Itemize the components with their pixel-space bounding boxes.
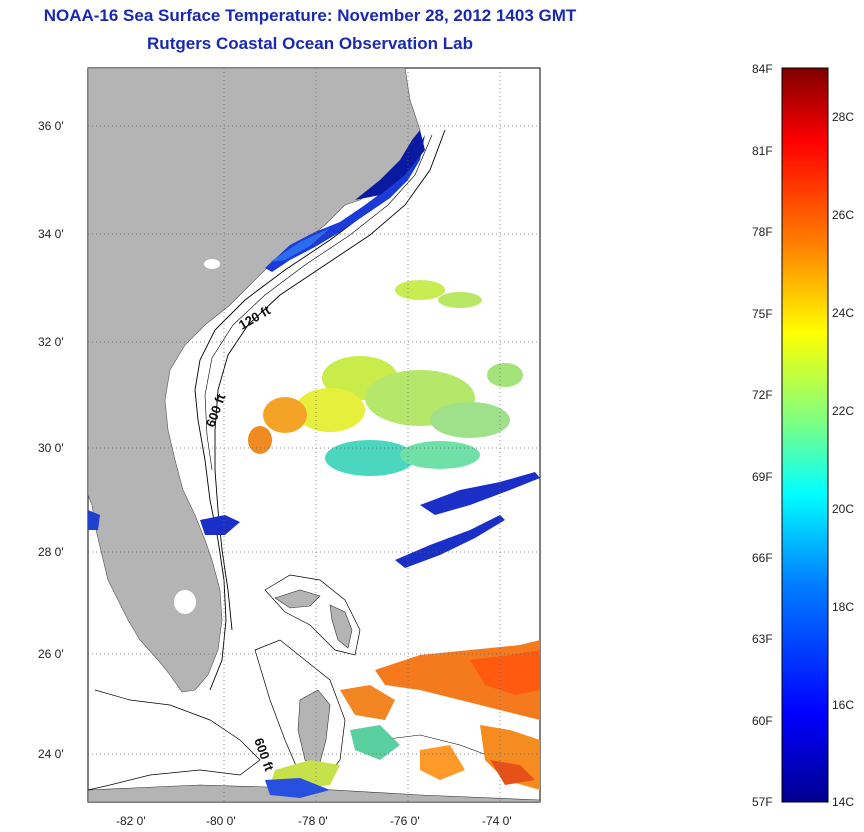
contour-cuba: [88, 689, 261, 791]
lon-label: -82 0': [116, 814, 146, 828]
land-bahamas-grand: [274, 589, 321, 609]
lon-label: -76 0': [390, 814, 420, 828]
colorbar-label-f: 57F: [752, 795, 773, 809]
map-title: NOAA-16 Sea Surface Temperature: Novembe…: [43, 6, 577, 25]
colorbar: [781, 67, 829, 803]
lat-label: 24 0': [38, 747, 64, 761]
colorbar-label-c: 24C: [832, 306, 854, 320]
contour-120ft: [194, 139, 421, 691]
lat-label: 26 0': [38, 647, 64, 661]
lat-label: 28 0': [38, 545, 64, 559]
lat-label: 34 0': [38, 227, 64, 241]
colorbar-label-f: 63F: [752, 632, 773, 646]
contour-bahamas-1: [264, 574, 361, 656]
colorbar-label-c: 26C: [832, 208, 854, 222]
sst-patches: [88, 130, 540, 798]
colorbar-label-c: 20C: [832, 502, 854, 516]
contour-600ft: [214, 129, 446, 631]
map-subtitle: Rutgers Coastal Ocean Observation Lab: [147, 34, 473, 53]
lon-label: -78 0': [298, 814, 328, 828]
colorbar-label-c: 28C: [832, 110, 854, 124]
lake-okeechobee: [174, 590, 196, 614]
colorbar-label-f: 84F: [752, 62, 773, 76]
colorbar-label-f: 66F: [752, 551, 773, 565]
grid: [88, 68, 540, 802]
colorbar-label-c: 18C: [832, 600, 854, 614]
colorbar-label-f: 72F: [752, 388, 773, 402]
land-bahamas-abaco: [329, 604, 353, 649]
colorbar-label-f: 75F: [752, 307, 773, 321]
contour-bahamas-2: [254, 639, 346, 786]
lat-axis: 36 0' 34 0' 32 0' 30 0' 28 0' 26 0' 24 0…: [38, 119, 64, 761]
lon-axis: -82 0' -80 0' -78 0' -76 0' -74 0': [116, 814, 512, 828]
lon-label: -80 0': [206, 814, 236, 828]
lon-label: -74 0': [482, 814, 512, 828]
colorbar-label-f: 81F: [752, 144, 773, 158]
lat-label: 30 0': [38, 441, 64, 455]
colorbar-label-c: 16C: [832, 698, 854, 712]
lat-label: 32 0': [38, 335, 64, 349]
colorbar-label-c: 14C: [832, 795, 854, 809]
lake: [204, 259, 220, 269]
colorbar-f-labels: 84F 81F 78F 75F 72F 69F 66F 63F 60F 57F: [752, 62, 773, 809]
colorbar-label-c: 22C: [832, 404, 854, 418]
contour-shelf: [204, 134, 433, 471]
colorbar-c-labels: 28C 26C 24C 22C 20C 18C 16C 14C: [832, 110, 854, 809]
land-bahamas-andros: [297, 689, 331, 771]
colorbar-label-f: 78F: [752, 225, 773, 239]
colorbar-label-f: 69F: [752, 470, 773, 484]
lat-label: 36 0': [38, 119, 64, 133]
colorbar-label-f: 60F: [752, 714, 773, 728]
